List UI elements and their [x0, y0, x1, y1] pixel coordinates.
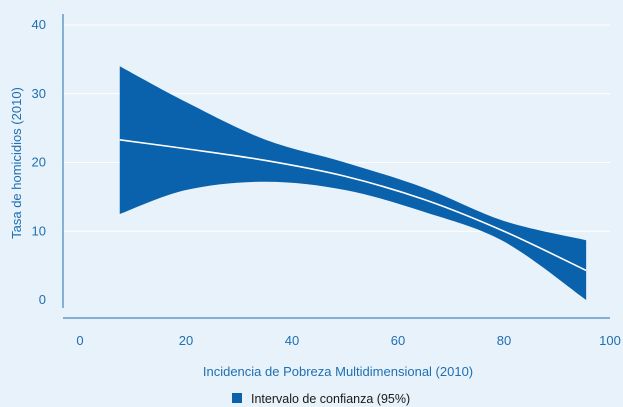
- x-tick-label-80: 80: [497, 333, 511, 348]
- legend-label: Intervalo de confianza (95%): [251, 392, 410, 406]
- confidence-band: [119, 66, 587, 300]
- x-tick-label-20: 20: [179, 333, 193, 348]
- y-tick-label-30: 30: [32, 86, 46, 101]
- y-tick-label-10: 10: [32, 223, 46, 238]
- x-tick-label-0: 0: [76, 333, 83, 348]
- y-tick-label-0: 0: [39, 292, 46, 307]
- x-tick-label-40: 40: [285, 333, 299, 348]
- y-tick-label-40: 40: [32, 17, 46, 32]
- axes: [62, 14, 610, 319]
- y-tick-label-20: 20: [32, 155, 46, 170]
- fit-line-layer: [119, 139, 587, 272]
- legend-swatch: [232, 393, 242, 403]
- tick-labels: 0 10 20 30 40 0 20 40 60 80 100: [32, 17, 621, 348]
- legend: Intervalo de confianza (95%): [232, 392, 410, 406]
- x-axis-title: Incidencia de Pobreza Multidimensional (…: [203, 364, 473, 379]
- x-tick-label-100: 100: [599, 333, 621, 348]
- y-axis-title: Tasa de homicidios (2010): [9, 87, 24, 239]
- confidence-band-layer: [119, 66, 587, 300]
- fit-line: [119, 139, 587, 272]
- x-tick-label-60: 60: [391, 333, 405, 348]
